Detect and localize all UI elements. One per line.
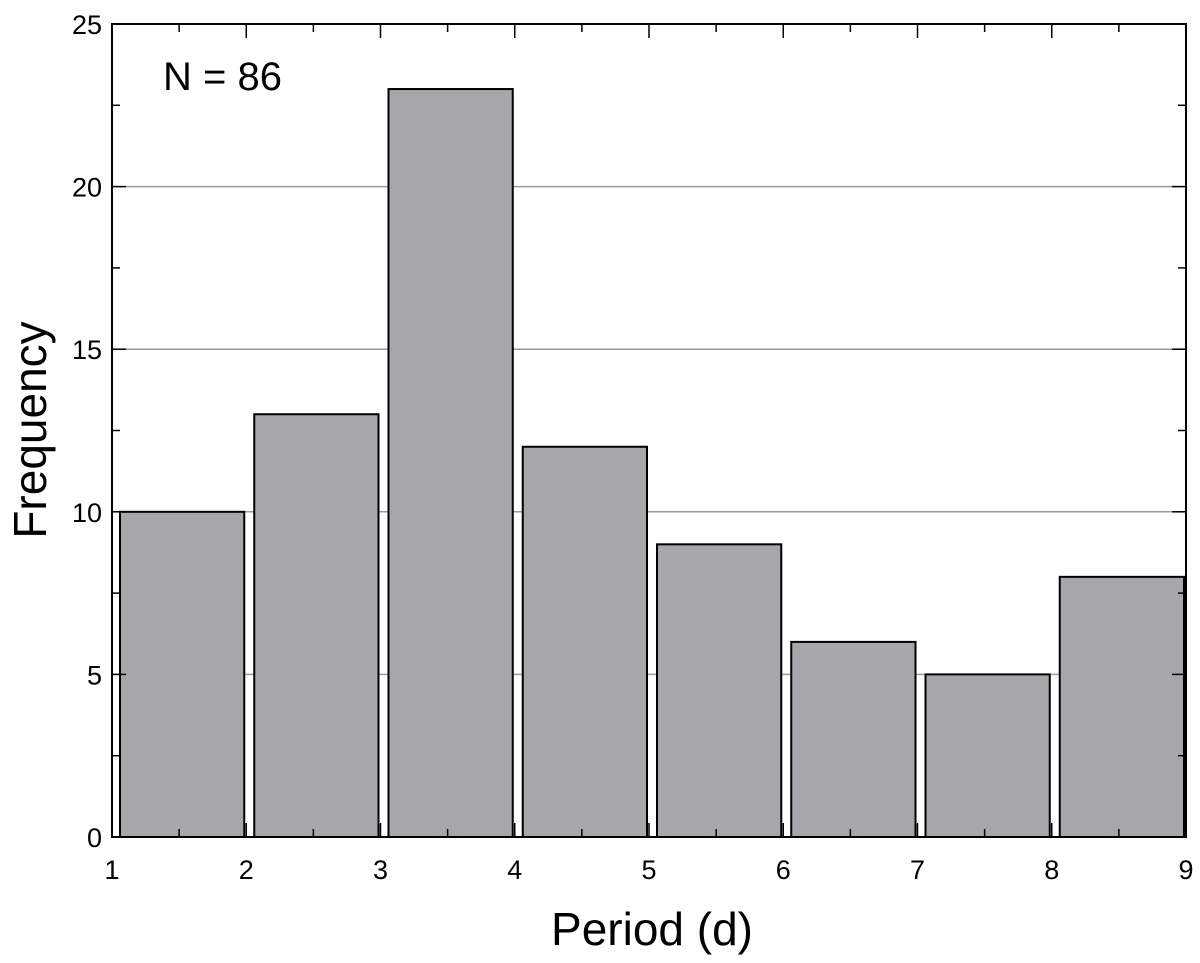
x-tick-labels: 1 2 3 4 5 6 7 8 9 — [104, 855, 1193, 885]
bar — [387, 88, 514, 839]
bar — [521, 445, 648, 838]
y-tick-label: 15 — [72, 335, 102, 365]
y-tick-label: 5 — [87, 660, 102, 690]
x-tick-label: 5 — [641, 855, 656, 885]
bar — [119, 510, 246, 838]
x-tick-label: 8 — [1044, 855, 1059, 885]
bar — [1058, 575, 1185, 839]
bar — [253, 413, 380, 838]
bars — [119, 88, 1185, 839]
y-axis-title: Frequency — [4, 321, 56, 538]
bar — [656, 543, 783, 838]
y-tick-label: 20 — [72, 173, 102, 203]
x-tick-label: 2 — [239, 855, 254, 885]
x-tick-label: 6 — [776, 855, 791, 885]
sample-size-annotation: N = 86 — [163, 55, 282, 99]
bar — [790, 640, 917, 838]
plot-frame — [111, 23, 1187, 838]
y-tick-label: 0 — [87, 823, 102, 853]
x-tick-label: 7 — [910, 855, 925, 885]
x-axis-title: Period (d) — [551, 903, 753, 955]
x-tick-label: 4 — [507, 855, 522, 885]
x-tick-label: 3 — [373, 855, 388, 885]
bar — [924, 673, 1051, 839]
y-tick-label: 25 — [72, 10, 102, 40]
x-tick-label: 1 — [104, 855, 119, 885]
x-tick-label: 9 — [1178, 855, 1193, 885]
y-tick-labels: 0 5 10 15 20 25 — [72, 10, 102, 853]
y-tick-label: 10 — [72, 498, 102, 528]
